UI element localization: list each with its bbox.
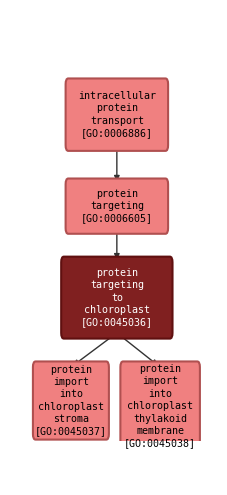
Text: protein
import
into
chloroplast
thylakoid
membrane
[GO:0045038]: protein import into chloroplast thylakoi…: [123, 364, 195, 448]
Text: intracellular
protein
transport
[GO:0006886]: intracellular protein transport [GO:0006…: [77, 91, 155, 138]
FancyBboxPatch shape: [65, 78, 167, 151]
FancyBboxPatch shape: [33, 361, 109, 440]
FancyBboxPatch shape: [65, 179, 167, 234]
FancyBboxPatch shape: [120, 361, 199, 451]
FancyBboxPatch shape: [61, 256, 172, 339]
Text: protein
targeting
[GO:0006605]: protein targeting [GO:0006605]: [81, 189, 152, 224]
Text: protein
targeting
to
chloroplast
[GO:0045036]: protein targeting to chloroplast [GO:004…: [81, 268, 152, 327]
Text: protein
import
into
chloroplast
stroma
[GO:0045037]: protein import into chloroplast stroma […: [35, 364, 106, 437]
